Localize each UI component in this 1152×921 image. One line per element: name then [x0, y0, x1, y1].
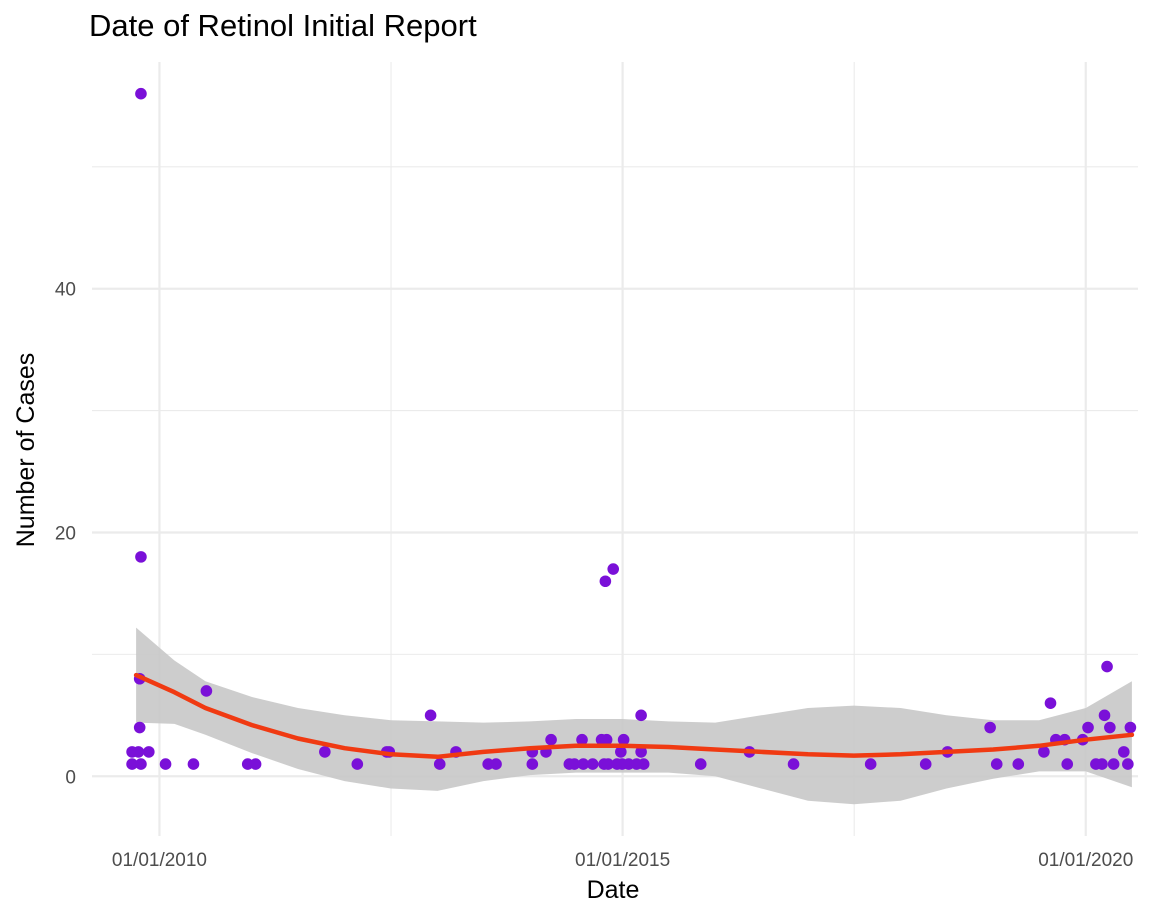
data-point — [577, 758, 590, 770]
data-point — [1101, 660, 1113, 673]
data-point — [615, 746, 627, 758]
data-point — [526, 758, 539, 770]
data-point — [787, 758, 800, 770]
data-point — [126, 758, 138, 770]
data-point — [1044, 697, 1057, 709]
y-tick-label: 0 — [65, 767, 76, 788]
data-point — [617, 733, 630, 746]
data-point — [607, 563, 620, 575]
data-point — [694, 758, 707, 770]
x-tick-label: 01/01/2020 — [1038, 850, 1133, 871]
data-point — [187, 758, 200, 770]
data-point — [133, 721, 146, 734]
data-point — [490, 758, 502, 770]
y-tick-label: 40 — [55, 280, 76, 301]
y-tick-labels: 0 20 40 — [55, 280, 76, 789]
data-point — [249, 758, 262, 770]
data-point — [1117, 746, 1130, 758]
data-point — [919, 758, 932, 770]
data-point — [135, 87, 147, 100]
data-point — [568, 758, 581, 770]
data-point — [1124, 721, 1137, 734]
data-point — [143, 746, 155, 758]
data-point — [1122, 758, 1134, 770]
data-point — [990, 758, 1003, 770]
data-point — [200, 685, 213, 697]
data-point — [1098, 709, 1111, 722]
data-point — [424, 709, 437, 722]
confidence-band — [136, 627, 1132, 805]
data-point — [635, 746, 647, 758]
data-point — [1107, 758, 1120, 770]
data-point — [576, 733, 588, 746]
data-point — [600, 733, 613, 746]
data-point — [433, 758, 446, 770]
data-point — [1012, 758, 1025, 770]
data-point — [984, 721, 996, 734]
x-axis-title: Date — [587, 876, 640, 904]
x-tick-label: 01/01/2015 — [575, 850, 670, 871]
data-point — [1038, 746, 1050, 758]
data-point — [1096, 758, 1108, 770]
data-point — [135, 758, 147, 770]
data-point — [1104, 721, 1116, 734]
data-point — [135, 551, 147, 563]
grid-minor — [92, 62, 1138, 836]
data-point — [1061, 758, 1074, 770]
data-point — [602, 758, 614, 770]
data-point — [864, 758, 877, 770]
y-axis-title: Number of Cases — [12, 353, 40, 548]
data-point — [319, 746, 331, 758]
data-point — [159, 758, 172, 770]
points-layer — [126, 87, 1137, 770]
data-point — [132, 746, 145, 758]
data-point — [351, 758, 364, 770]
chart-title: Date of Retinol Initial Report — [89, 8, 477, 43]
x-tick-label: 01/01/2010 — [112, 850, 207, 871]
y-tick-label: 20 — [55, 523, 76, 544]
data-point — [586, 758, 599, 770]
data-point — [545, 733, 557, 746]
data-point — [637, 758, 650, 770]
x-tick-labels: 01/01/2010 01/01/2015 01/01/2020 — [112, 850, 1133, 871]
confidence-band-layer — [136, 627, 1132, 805]
data-point — [635, 709, 647, 722]
grid-major — [92, 62, 1138, 836]
smooth-line-layer — [133, 672, 1135, 760]
data-point — [1082, 721, 1094, 734]
data-point — [599, 575, 612, 588]
smooth-line — [133, 672, 1135, 760]
